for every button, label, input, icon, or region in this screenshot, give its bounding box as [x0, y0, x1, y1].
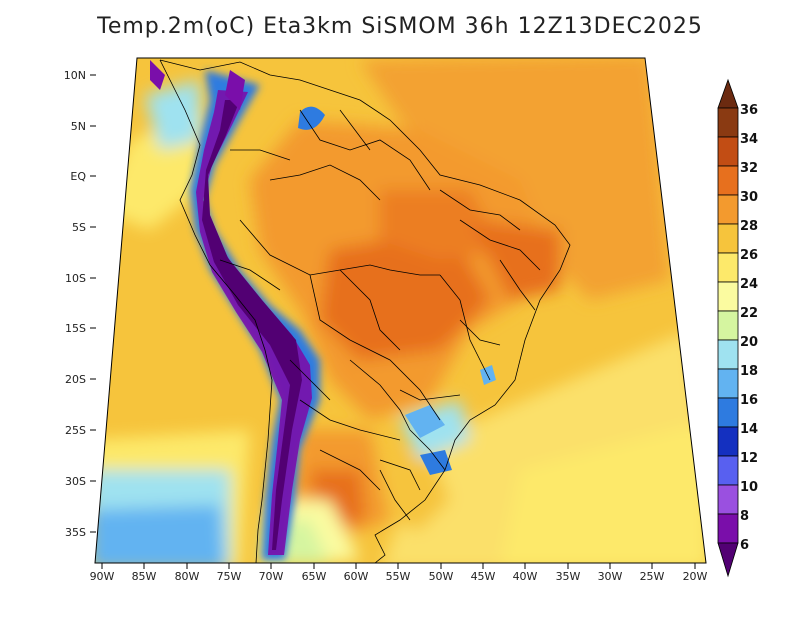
longitude-labels: 90W 85W 80W 75W 70W 65W 60W 55W 50W 45W … — [90, 570, 708, 583]
latitude-ticks — [90, 74, 96, 533]
colorbar-label: 36 — [740, 103, 758, 118]
map-frame — [94, 57, 707, 564]
colorbar-swatch — [717, 107, 739, 138]
map-title: Temp.2m(oC) Eta3km SiSMOM 36h 12Z13DEC20… — [97, 14, 703, 39]
lat-label: 35S — [65, 526, 86, 539]
lat-label: 25S — [65, 424, 86, 437]
lon-label: 55W — [386, 570, 411, 583]
lat-label: 30S — [65, 475, 86, 488]
colorbar: 36 34 32 30 28 26 24 22 20 18 16 14 12 1… — [717, 78, 758, 578]
lon-label: 80W — [175, 570, 200, 583]
lon-label: 75W — [217, 570, 242, 583]
longitude-ticks — [101, 563, 696, 569]
colorbar-label: 24 — [740, 277, 758, 292]
lon-label: 50W — [429, 570, 454, 583]
colorbar-swatch — [717, 252, 739, 283]
colorbar-swatch — [717, 513, 739, 544]
colorbar-swatch — [717, 455, 739, 486]
lat-label: 5S — [72, 221, 86, 234]
colorbar-label: 22 — [740, 306, 758, 321]
lon-label: 25W — [640, 570, 665, 583]
colorbar-swatch — [717, 368, 739, 399]
colorbar-bottom-arrow — [717, 542, 739, 578]
lat-label: 10N — [64, 69, 86, 82]
colorbar-label: 34 — [740, 132, 758, 147]
colorbar-label: 28 — [740, 219, 758, 234]
temperature-field — [95, 58, 706, 563]
lon-label: 65W — [302, 570, 327, 583]
colorbar-swatch — [717, 194, 739, 225]
colorbar-swatch — [717, 484, 739, 515]
colorbar-swatch — [717, 136, 739, 167]
political-borders — [159, 59, 571, 563]
colorbar-top-arrow — [717, 78, 739, 109]
colorbar-swatch — [717, 310, 739, 341]
lat-label: 20S — [65, 373, 86, 386]
colorbar-label: 20 — [740, 335, 758, 350]
latitude-labels: 10N 5N EQ 5S 10S 15S 20S 25S 30S 35S — [64, 69, 87, 539]
colorbar-swatch — [717, 426, 739, 457]
colorbar-label: 12 — [740, 451, 758, 466]
colorbar-label: 10 — [740, 480, 758, 495]
lon-label: 40W — [513, 570, 538, 583]
lon-label: 70W — [259, 570, 284, 583]
lat-label: EQ — [70, 170, 86, 183]
lon-label: 85W — [132, 570, 157, 583]
colorbar-label: 16 — [740, 393, 758, 408]
lon-label: 60W — [344, 570, 369, 583]
colorbar-label: 18 — [740, 364, 758, 379]
lat-label: 15S — [65, 322, 86, 335]
lon-label: 45W — [471, 570, 496, 583]
lat-label: 5N — [71, 120, 86, 133]
colorbar-label: 14 — [740, 422, 758, 437]
colorbar-swatch — [717, 397, 739, 428]
colorbar-swatch — [717, 165, 739, 196]
colorbar-label: 6 — [740, 538, 749, 553]
lon-label: 90W — [90, 570, 115, 583]
lon-label: 35W — [556, 570, 581, 583]
lon-label: 20W — [683, 570, 708, 583]
lat-label: 10S — [65, 272, 86, 285]
colorbar-swatch — [717, 339, 739, 370]
colorbar-label: 26 — [740, 248, 758, 263]
colorbar-swatch — [717, 281, 739, 312]
colorbar-label: 32 — [740, 161, 758, 176]
colorbar-label: 30 — [740, 190, 758, 205]
colorbar-swatch — [717, 223, 739, 254]
lon-label: 30W — [598, 570, 623, 583]
colorbar-label: 8 — [740, 509, 749, 524]
